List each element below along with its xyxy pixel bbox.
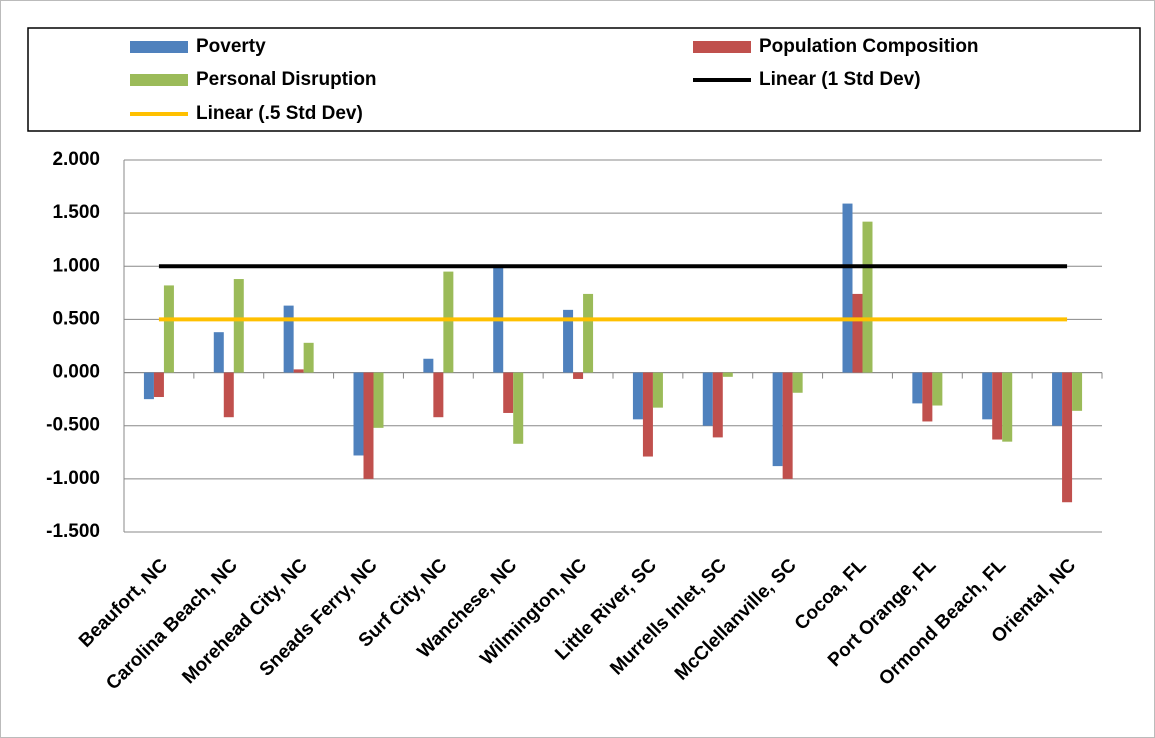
bar: [233, 279, 244, 373]
bar: [712, 372, 723, 438]
bar: [862, 221, 873, 373]
bar: [1052, 372, 1063, 426]
y-tick-label: 1.000: [52, 255, 100, 276]
bar: [722, 372, 733, 377]
y-tick-label: 0.500: [52, 308, 100, 329]
bar: [433, 372, 444, 418]
bar: [223, 372, 234, 418]
bar: [503, 372, 514, 413]
y-tick-label: -0.500: [46, 415, 100, 436]
bar: [642, 372, 653, 457]
bar: [982, 372, 993, 420]
bar: [213, 332, 224, 373]
legend-box: [27, 27, 1141, 132]
y-tick-label: 2.000: [52, 149, 100, 170]
bar: [423, 358, 434, 373]
y-tick-label: 0.000: [52, 362, 100, 383]
bar: [513, 372, 524, 444]
bar: [363, 372, 374, 479]
y-tick-label: 1.500: [52, 202, 100, 223]
bar: [1072, 372, 1083, 411]
bar: [842, 203, 853, 373]
y-tick-label: -1.000: [46, 468, 100, 489]
bar: [563, 309, 574, 373]
legend-label: Population Composition: [759, 36, 979, 57]
y-tick-label: -1.500: [46, 521, 100, 542]
bar: [353, 372, 364, 456]
bar: [632, 372, 643, 420]
bar: [1062, 372, 1073, 503]
bar: [573, 372, 584, 379]
bar: [293, 369, 304, 373]
legend-label: Personal Disruption: [196, 69, 377, 90]
bar: [772, 372, 783, 467]
bar: [912, 372, 923, 404]
bar: [163, 285, 174, 373]
bar: [583, 293, 594, 373]
bar: [443, 271, 454, 373]
bar: [702, 372, 713, 426]
legend-label: Linear (.5 Std Dev): [196, 103, 363, 124]
bar: [852, 293, 863, 373]
bar: [992, 372, 1003, 440]
bar: [792, 372, 803, 393]
bar: [1002, 372, 1013, 442]
legend-swatch: [130, 41, 188, 53]
bar: [922, 372, 933, 422]
bar: [782, 372, 793, 479]
bar: [373, 372, 384, 428]
legend-label: Poverty: [196, 36, 266, 57]
bar: [143, 372, 154, 400]
legend-swatch: [130, 74, 188, 86]
bar: [932, 372, 943, 406]
bar: [652, 372, 663, 408]
bar: [283, 305, 294, 373]
bar: [303, 342, 314, 373]
legend-swatch: [693, 41, 751, 53]
bar: [153, 372, 164, 398]
legend-label: Linear (1 Std Dev): [759, 69, 921, 90]
